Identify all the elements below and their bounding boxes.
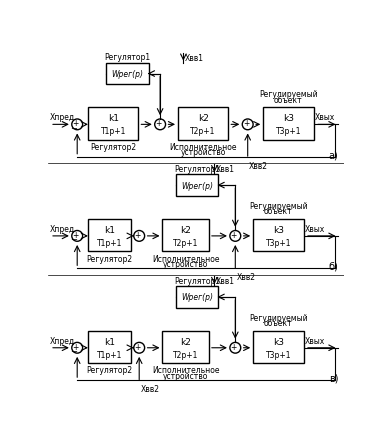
Text: Регулятор2: Регулятор2 xyxy=(90,143,136,152)
Text: Регулируемый: Регулируемый xyxy=(259,90,318,99)
Text: Исполнительное: Исполнительное xyxy=(152,254,219,263)
Text: Регулятор1: Регулятор1 xyxy=(174,164,220,173)
Bar xyxy=(162,220,209,252)
Text: +: + xyxy=(134,342,141,351)
Bar xyxy=(176,286,218,308)
Text: Регулятор1: Регулятор1 xyxy=(174,276,220,285)
Text: устройство: устройство xyxy=(163,260,209,268)
Text: а): а) xyxy=(329,150,338,160)
Text: Хвых: Хвых xyxy=(315,113,335,122)
Bar xyxy=(106,64,149,85)
Text: Регулятор2: Регулятор2 xyxy=(86,254,133,263)
Text: +: + xyxy=(73,230,79,239)
Text: устройство: устройство xyxy=(163,371,209,380)
Text: Исполнительное: Исполнительное xyxy=(152,365,219,375)
Text: Wрег(р): Wрег(р) xyxy=(181,293,213,302)
Text: T2p+1: T2p+1 xyxy=(173,238,198,247)
Text: Хвв1: Хвв1 xyxy=(216,165,235,174)
Text: Хвв1: Хвв1 xyxy=(185,54,204,62)
Bar xyxy=(162,331,209,363)
Text: в): в) xyxy=(329,372,338,382)
Text: Хпред: Хпред xyxy=(50,113,75,122)
Text: k3: k3 xyxy=(283,114,294,123)
Text: k3: k3 xyxy=(273,225,284,234)
Text: T3p+1: T3p+1 xyxy=(265,238,291,247)
Text: Исполнительное: Исполнительное xyxy=(169,143,237,152)
Text: +: + xyxy=(73,342,79,351)
Text: Хвв2: Хвв2 xyxy=(249,161,268,170)
Text: T2p+1: T2p+1 xyxy=(173,350,198,359)
Text: Хвых: Хвых xyxy=(305,224,325,233)
Text: −: − xyxy=(70,235,77,244)
Text: k1: k1 xyxy=(108,114,119,123)
Text: Хвв1: Хвв1 xyxy=(216,276,235,286)
Text: T3p+1: T3p+1 xyxy=(276,127,301,136)
Text: k1: k1 xyxy=(104,225,115,234)
Text: −: − xyxy=(70,124,77,133)
Bar xyxy=(263,108,314,141)
Bar xyxy=(88,108,138,141)
Text: T1p+1: T1p+1 xyxy=(97,350,122,359)
Bar xyxy=(253,331,304,363)
Text: +: + xyxy=(134,230,141,239)
Text: k1: k1 xyxy=(104,337,115,346)
Text: Хвв2: Хвв2 xyxy=(141,384,160,393)
Text: Хпред: Хпред xyxy=(50,336,75,345)
Text: T1p+1: T1p+1 xyxy=(97,238,122,247)
Bar xyxy=(88,220,131,252)
Text: T1p+1: T1p+1 xyxy=(100,127,126,136)
Text: k2: k2 xyxy=(180,337,191,346)
Bar xyxy=(253,220,304,252)
Text: Хпред: Хпред xyxy=(50,224,75,233)
Text: +: + xyxy=(231,342,237,351)
Text: б): б) xyxy=(329,261,338,271)
Text: Регулятор1: Регулятор1 xyxy=(104,53,150,62)
Text: Регулируемый: Регулируемый xyxy=(249,201,308,210)
Text: Хвв2: Хвв2 xyxy=(237,273,256,281)
Text: +: + xyxy=(243,119,249,128)
Text: k3: k3 xyxy=(273,337,284,346)
Text: k2: k2 xyxy=(198,114,209,123)
Text: объект: объект xyxy=(264,318,293,327)
Text: устройство: устройство xyxy=(180,148,226,157)
Bar xyxy=(88,331,131,363)
Text: Хвых: Хвых xyxy=(305,336,325,345)
Text: T2p+1: T2p+1 xyxy=(191,127,216,136)
Text: k2: k2 xyxy=(180,225,191,234)
Bar xyxy=(178,108,228,141)
Text: +: + xyxy=(231,230,237,239)
Text: объект: объект xyxy=(274,95,303,104)
Text: T3p+1: T3p+1 xyxy=(265,350,291,359)
Text: объект: объект xyxy=(264,207,293,216)
Text: +: + xyxy=(73,119,79,128)
Text: −: − xyxy=(70,346,77,355)
Text: +: + xyxy=(155,119,162,128)
Text: Wрег(р): Wрег(р) xyxy=(111,70,143,79)
Text: Wрег(р): Wрег(р) xyxy=(181,181,213,190)
Text: Регулятор2: Регулятор2 xyxy=(86,365,133,375)
Text: Регулируемый: Регулируемый xyxy=(249,313,308,322)
Bar xyxy=(176,175,218,197)
